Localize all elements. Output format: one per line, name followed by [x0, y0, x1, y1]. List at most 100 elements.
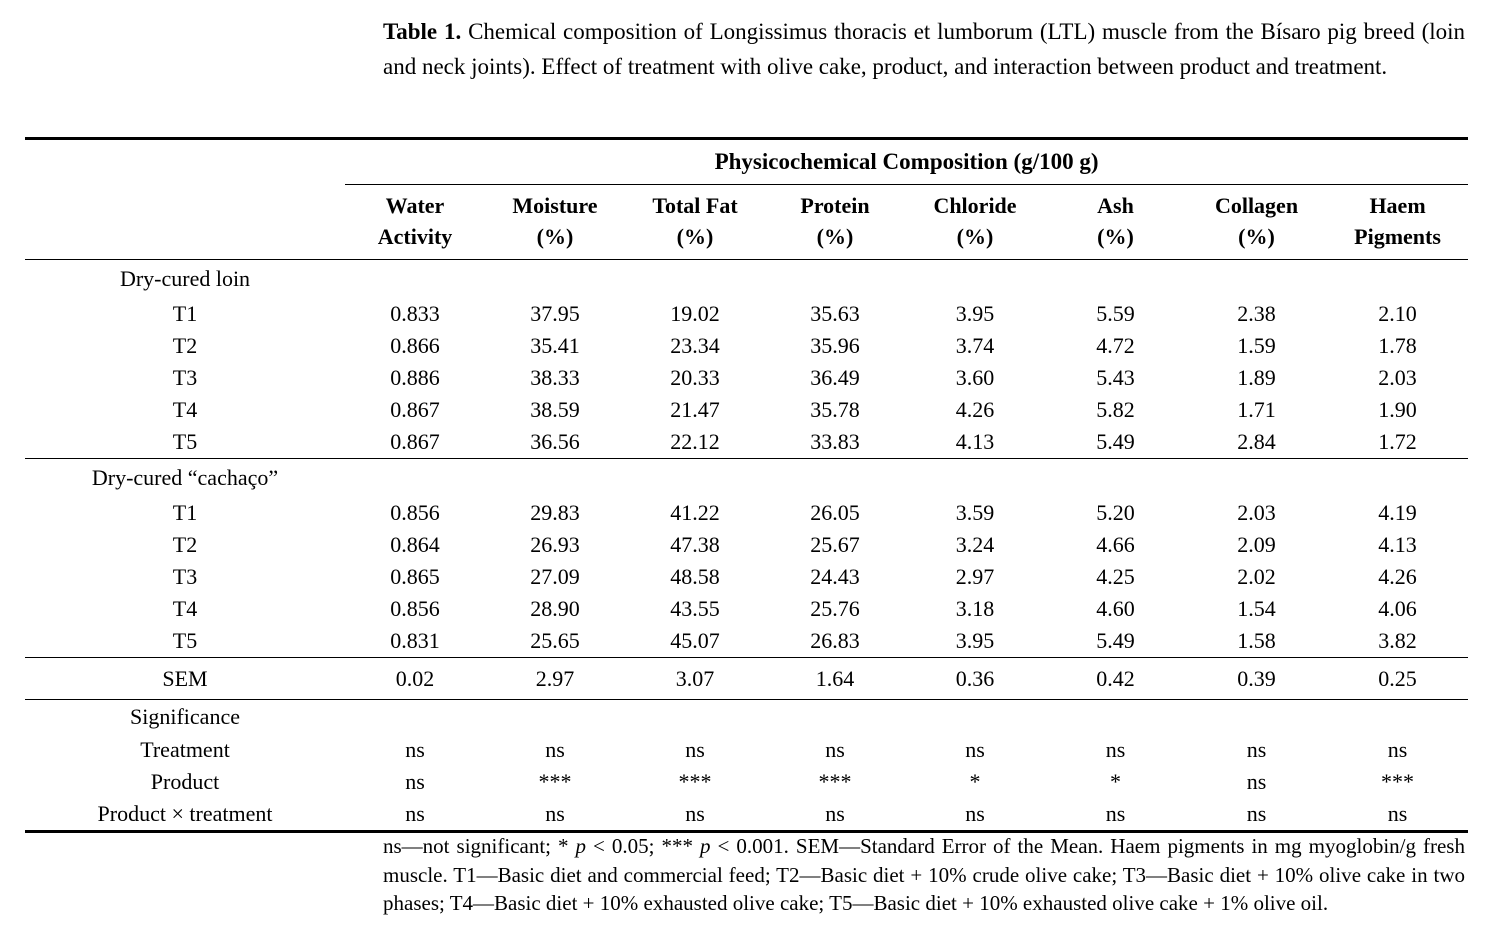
- value-cell: 3.74: [955, 333, 995, 358]
- value-cell: 1.58: [1237, 628, 1276, 653]
- value-cell: 2.03: [1378, 365, 1417, 390]
- row-label: T3: [172, 365, 198, 390]
- value-cell: 25.76: [810, 596, 860, 621]
- value-cell: 2.84: [1237, 429, 1276, 454]
- column-header-row: Water Activity Moisture (%) Total Fat (%…: [25, 185, 1468, 260]
- value-cell: ***: [1381, 769, 1415, 794]
- value-cell: 29.83: [530, 500, 580, 525]
- column-header-line: (%): [676, 224, 714, 249]
- value-cell: ns: [1387, 801, 1408, 826]
- table-row: T5 0.867 36.56 22.12 33.83 4.13 5.49 2.84 1.72: [25, 426, 1468, 459]
- value-cell: 0.36: [955, 665, 995, 691]
- value-cell: 3.07: [675, 665, 715, 691]
- value-cell: 0.886: [390, 365, 440, 390]
- value-cell: 38.59: [530, 397, 580, 422]
- value-cell: 4.25: [1096, 564, 1135, 589]
- value-cell: 4.66: [1096, 532, 1135, 557]
- value-cell: 0.833: [390, 301, 440, 326]
- table-row: T3 0.865 27.09 48.58 24.43 2.97 4.25 2.02 4.26: [25, 561, 1468, 593]
- value-cell: *: [969, 769, 981, 794]
- value-cell: 0.867: [390, 429, 440, 454]
- column-header-haem-pigments: Haem Pigments: [1327, 185, 1468, 260]
- value-cell: 0.39: [1237, 665, 1276, 691]
- section-dry-cured-loin: Dry-cured loin T1 0.833 37.95 19.02 35.63 3.…: [25, 260, 1469, 459]
- caption-text: Chemical composition of Longissimus thor…: [383, 19, 1466, 79]
- value-cell: 5.43: [1096, 365, 1135, 390]
- value-cell: ns: [1105, 737, 1126, 762]
- value-cell: 26.83: [810, 628, 860, 653]
- value-cell: 0.831: [390, 628, 440, 653]
- footnote-text-segment: ns—not significant; *: [383, 834, 576, 858]
- table-row: T5 0.831 25.65 45.07 26.83 3.95 5.49 1.58 3.82: [25, 625, 1468, 658]
- table-row: T4 0.856 28.90 43.55 25.76 3.18 4.60 1.54 4.06: [25, 593, 1468, 625]
- table-row: T1 0.833 37.95 19.02 35.63 3.95 5.59 2.38 2.10: [25, 298, 1468, 330]
- value-cell: 47.38: [670, 532, 720, 557]
- value-cell: 0.02: [395, 665, 435, 691]
- table-footnote: ns—not significant; * p < 0.05; *** p < …: [383, 832, 1465, 918]
- value-cell: 41.22: [670, 500, 720, 525]
- value-cell: 1.90: [1378, 397, 1417, 422]
- section-label: Dry-cured loin: [119, 266, 251, 291]
- value-cell: 1.64: [815, 665, 855, 691]
- value-cell: 1.71: [1237, 397, 1276, 422]
- table-row: T3 0.886 38.33 20.33 36.49 3.60 5.43 1.89 2.03: [25, 362, 1468, 394]
- value-cell: 2.97: [535, 665, 575, 691]
- value-cell: 0.856: [390, 596, 440, 621]
- empty-cell: [345, 260, 1468, 299]
- value-cell: 3.59: [955, 500, 995, 525]
- value-cell: 4.19: [1378, 500, 1417, 525]
- value-cell: 45.07: [670, 628, 720, 653]
- footnote-text-segment: < 0.05; ***: [586, 834, 701, 858]
- caption-label: Table 1.: [383, 19, 462, 44]
- group-header-row: Physicochemical Composition (g/100 g): [25, 138, 1469, 185]
- value-cell: 4.06: [1378, 596, 1417, 621]
- value-cell: 2.38: [1237, 301, 1276, 326]
- value-cell: 1.59: [1237, 333, 1276, 358]
- sem-row: SEM 0.02 2.97 3.07 1.64 0.36 0.42 0.39 0.25: [25, 658, 1468, 700]
- value-cell: 2.10: [1378, 301, 1417, 326]
- value-cell: 1.78: [1378, 333, 1417, 358]
- row-label: Treatment: [140, 737, 230, 762]
- value-cell: 0.42: [1096, 665, 1135, 691]
- column-header-line: (%): [1097, 224, 1134, 249]
- value-cell: 2.97: [955, 564, 995, 589]
- column-header-line: Protein: [800, 193, 870, 218]
- column-header-line: Moisture: [512, 193, 598, 218]
- value-cell: ns: [1387, 737, 1408, 762]
- value-cell: 35.78: [810, 397, 860, 422]
- value-cell: 5.49: [1096, 628, 1135, 653]
- row-label: T4: [172, 596, 198, 621]
- column-header-moisture: Moisture (%): [485, 185, 625, 260]
- column-header-line: (%): [816, 224, 854, 249]
- row-label: T3: [172, 564, 198, 589]
- footnote-italic-p: p: [575, 834, 587, 858]
- value-cell: 2.03: [1237, 500, 1276, 525]
- value-cell: ns: [405, 769, 425, 794]
- column-header-line: Ash: [1097, 193, 1134, 218]
- table-row: T1 0.856 29.83 41.22 26.05 3.59 5.20 2.03 4.19: [25, 497, 1468, 529]
- value-cell: 5.59: [1096, 301, 1135, 326]
- value-cell: 3.24: [955, 532, 995, 557]
- value-cell: 35.63: [810, 301, 860, 326]
- value-cell: ns: [685, 737, 705, 762]
- row-label: T5: [172, 628, 198, 653]
- column-header-line: Pigments: [1354, 224, 1441, 249]
- section-header-row: Dry-cured “cachaço”: [25, 459, 1468, 498]
- value-cell: 0.865: [390, 564, 440, 589]
- value-cell: 1.89: [1237, 365, 1276, 390]
- table-row: T4 0.867 38.59 21.47 35.78 4.26 5.82 1.71 1.90: [25, 394, 1468, 426]
- value-cell: 0.856: [390, 500, 440, 525]
- footnote-text-segment: < 0.001. SEM—Standard Error of the Mean.…: [383, 834, 1465, 915]
- value-cell: 5.82: [1096, 397, 1135, 422]
- value-cell: 2.02: [1237, 564, 1276, 589]
- significance-row-treatment: Treatment ns ns ns ns ns ns ns ns: [25, 734, 1468, 766]
- value-cell: 27.09: [530, 564, 580, 589]
- empty-cell: [345, 700, 1468, 735]
- value-cell: 4.26: [1378, 564, 1417, 589]
- value-cell: ns: [1246, 801, 1267, 826]
- row-label: T1: [172, 500, 198, 525]
- column-header-line: Total Fat: [652, 193, 738, 218]
- column-header-line: Water: [385, 193, 445, 218]
- value-cell: 0.25: [1378, 665, 1417, 691]
- empty-cell: [25, 139, 345, 185]
